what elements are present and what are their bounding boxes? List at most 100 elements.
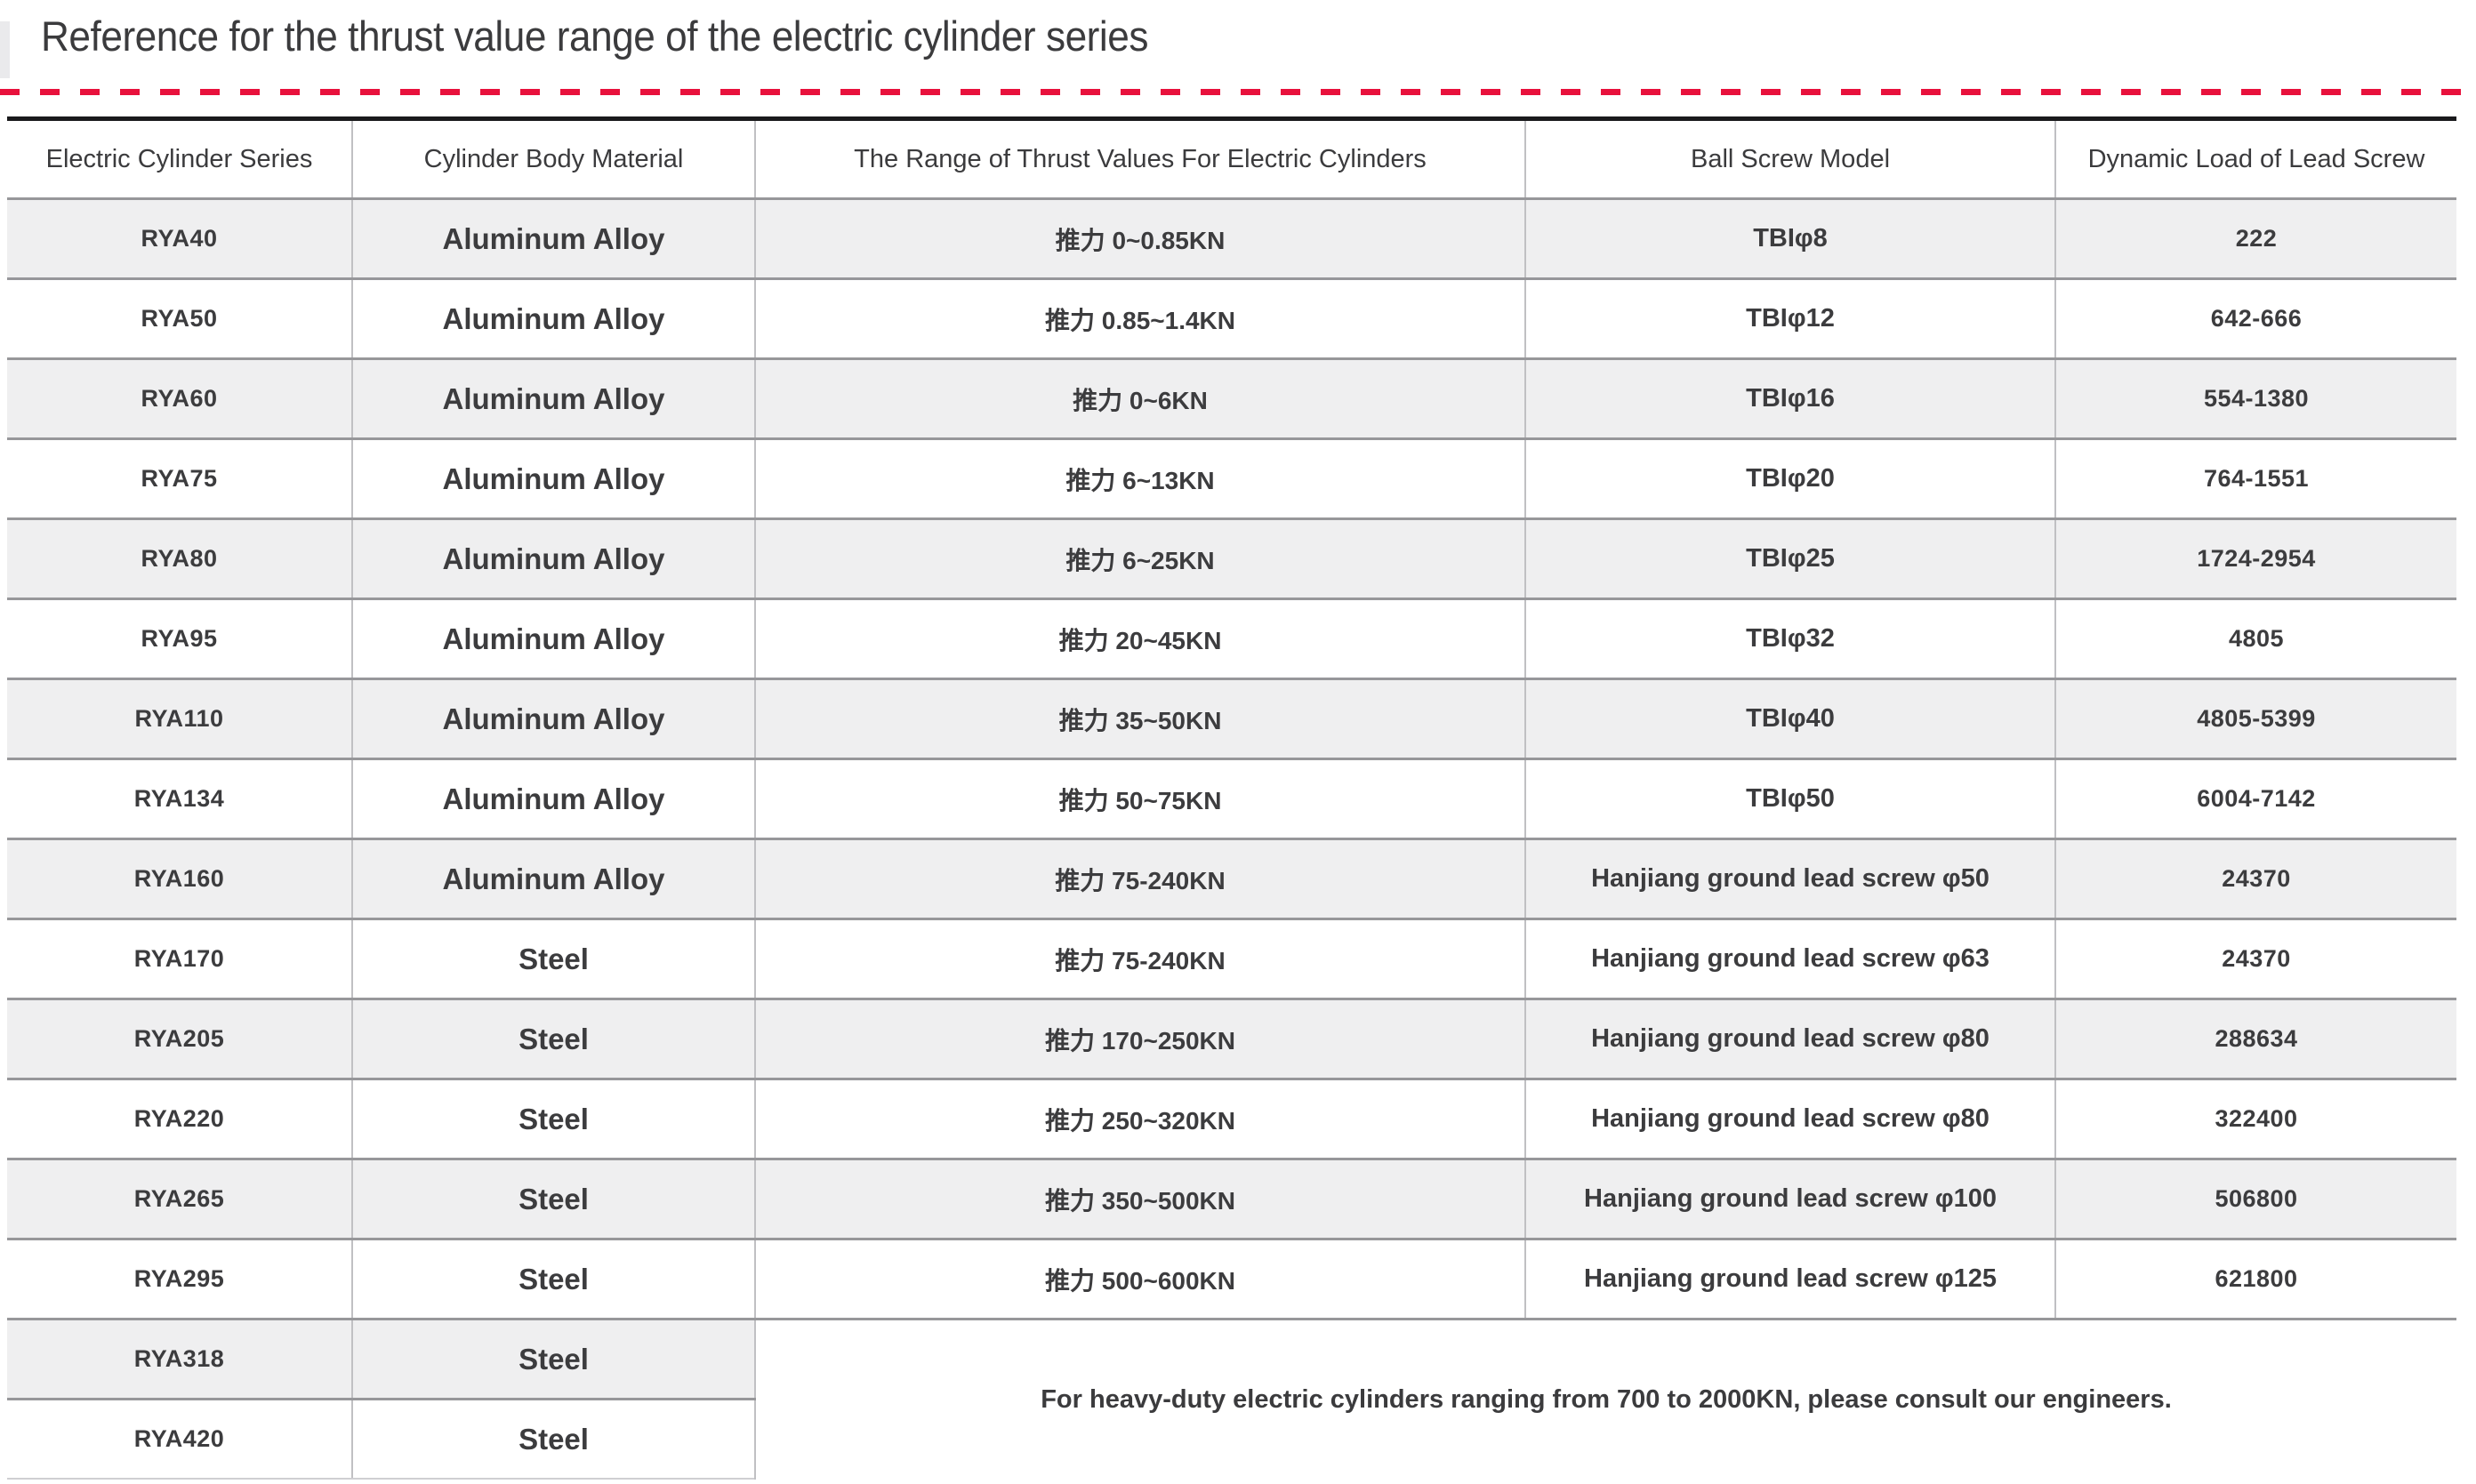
cell-material: Steel: [351, 1159, 755, 1240]
cell-series: RYA95: [7, 598, 352, 680]
header-row: Electric Cylinder Series Cylinder Body M…: [7, 118, 2456, 200]
cell-ball-screw: Hanjiang ground lead screw φ80: [1524, 999, 2055, 1080]
cell-series: RYA295: [7, 1239, 352, 1320]
cell-series: RYA220: [7, 1079, 352, 1160]
cell-thrust: 推力 170~250KN: [754, 999, 1525, 1080]
table-row: RYA110 Aluminum Alloy 推力 35~50KN TBIφ40 …: [7, 678, 2456, 760]
cell-load: 1724-2954: [2054, 518, 2456, 600]
table-row: RYA50 Aluminum Alloy 推力 0.85~1.4KN TBIφ1…: [7, 278, 2456, 360]
cell-series: RYA40: [7, 198, 352, 280]
cell-ball-screw: Hanjiang ground lead screw φ100: [1524, 1159, 2055, 1240]
cell-thrust: 推力 250~320KN: [754, 1079, 1525, 1160]
cell-series: RYA75: [7, 438, 352, 520]
cell-ball-screw: Hanjiang ground lead screw φ125: [1524, 1239, 2055, 1320]
cell-load: 642-666: [2054, 278, 2456, 360]
cell-series: RYA50: [7, 278, 352, 360]
cell-thrust: 推力 0~6KN: [754, 358, 1525, 440]
cell-thrust: 推力 35~50KN: [754, 678, 1525, 760]
cell-load: 764-1551: [2054, 438, 2456, 520]
cell-load: 4805-5399: [2054, 678, 2456, 760]
cell-material: Aluminum Alloy: [351, 438, 755, 520]
cell-material: Aluminum Alloy: [351, 758, 755, 840]
cell-ball-screw: TBIφ20: [1524, 438, 2055, 520]
table-row: RYA95 Aluminum Alloy 推力 20~45KN TBIφ32 4…: [7, 598, 2456, 680]
cell-series: RYA160: [7, 838, 352, 920]
table-row: RYA60 Aluminum Alloy 推力 0~6KN TBIφ16 554…: [7, 358, 2456, 440]
cell-ball-screw: TBIφ40: [1524, 678, 2055, 760]
title-accent-bar: [0, 21, 10, 78]
cell-ball-screw: TBIφ8: [1524, 198, 2055, 280]
table-row: RYA40 Aluminum Alloy 推力 0~0.85KN TBIφ8 2…: [7, 198, 2456, 280]
cell-load: 554-1380: [2054, 358, 2456, 440]
cell-material: Aluminum Alloy: [351, 838, 755, 920]
column-header-series: Electric Cylinder Series: [7, 118, 352, 200]
column-header-thrust: The Range of Thrust Values For Electric …: [754, 118, 1525, 200]
cell-material: Aluminum Alloy: [351, 598, 755, 680]
cell-material: Aluminum Alloy: [351, 358, 755, 440]
cell-ball-screw: TBIφ50: [1524, 758, 2055, 840]
cell-material: Aluminum Alloy: [351, 678, 755, 760]
cell-material: Steel: [351, 1399, 755, 1480]
cell-series: RYA420: [7, 1399, 352, 1480]
table-row: RYA265 Steel 推力 350~500KN Hanjiang groun…: [7, 1159, 2456, 1240]
table-row: RYA160 Aluminum Alloy 推力 75-240KN Hanjia…: [7, 838, 2456, 920]
cell-series: RYA60: [7, 358, 352, 440]
cell-ball-screw: TBIφ12: [1524, 278, 2055, 360]
column-header-ball-screw: Ball Screw Model: [1524, 118, 2055, 200]
cell-material: Aluminum Alloy: [351, 278, 755, 360]
cell-series: RYA205: [7, 999, 352, 1080]
table-row: RYA295 Steel 推力 500~600KN Hanjiang groun…: [7, 1239, 2456, 1320]
cell-thrust: 推力 75-240KN: [754, 918, 1525, 1000]
cell-ball-screw: Hanjiang ground lead screw φ50: [1524, 838, 2055, 920]
cell-thrust: 推力 0~0.85KN: [754, 198, 1525, 280]
cell-material: Aluminum Alloy: [351, 198, 755, 280]
cell-series: RYA134: [7, 758, 352, 840]
cell-ball-screw: TBIφ16: [1524, 358, 2055, 440]
cell-material: Steel: [351, 999, 755, 1080]
cell-thrust: 推力 6~13KN: [754, 438, 1525, 520]
cell-ball-screw: TBIφ25: [1524, 518, 2055, 600]
cell-thrust: 推力 75-240KN: [754, 838, 1525, 920]
table-row: RYA318 Steel For heavy-duty electric cyl…: [7, 1319, 2456, 1479]
cell-ball-screw: Hanjiang ground lead screw φ63: [1524, 918, 2055, 1000]
cell-load: 4805: [2054, 598, 2456, 680]
dashed-divider: [0, 89, 2476, 95]
cell-material: Steel: [351, 918, 755, 1000]
table-row: RYA170 Steel 推力 75-240KN Hanjiang ground…: [7, 918, 2456, 1000]
table-row: RYA205 Steel 推力 170~250KN Hanjiang groun…: [7, 999, 2456, 1080]
table-row: RYA75 Aluminum Alloy 推力 6~13KN TBIφ20 76…: [7, 438, 2456, 520]
cell-load: 621800: [2054, 1239, 2456, 1320]
cell-material: Steel: [351, 1319, 755, 1400]
cell-thrust: 推力 6~25KN: [754, 518, 1525, 600]
heavy-duty-note: For heavy-duty electric cylinders rangin…: [754, 1319, 2456, 1479]
cell-material: Steel: [351, 1239, 755, 1320]
thrust-spec-table: Electric Cylinder Series Cylinder Body M…: [7, 116, 2456, 1480]
cell-load: 506800: [2054, 1159, 2456, 1240]
cell-thrust: 推力 0.85~1.4KN: [754, 278, 1525, 360]
cell-thrust: 推力 350~500KN: [754, 1159, 1525, 1240]
cell-material: Steel: [351, 1079, 755, 1160]
table-row: RYA80 Aluminum Alloy 推力 6~25KN TBIφ25 17…: [7, 518, 2456, 600]
column-header-material: Cylinder Body Material: [351, 118, 755, 200]
cell-series: RYA170: [7, 918, 352, 1000]
cell-series: RYA318: [7, 1319, 352, 1400]
cell-load: 24370: [2054, 838, 2456, 920]
cell-thrust: 推力 20~45KN: [754, 598, 1525, 680]
cell-load: 288634: [2054, 999, 2456, 1080]
cell-thrust: 推力 50~75KN: [754, 758, 1525, 840]
table-row: RYA420 Steel: [7, 1399, 2456, 1480]
table-row: RYA220 Steel 推力 250~320KN Hanjiang groun…: [7, 1079, 2456, 1160]
cell-material: Aluminum Alloy: [351, 518, 755, 600]
cell-ball-screw: TBIφ32: [1524, 598, 2055, 680]
cell-thrust: 推力 500~600KN: [754, 1239, 1525, 1320]
page-title: Reference for the thrust value range of …: [41, 12, 1149, 60]
column-header-load: Dynamic Load of Lead Screw: [2054, 118, 2456, 200]
table-row: RYA134 Aluminum Alloy 推力 50~75KN TBIφ50 …: [7, 758, 2456, 840]
cell-load: 6004-7142: [2054, 758, 2456, 840]
cell-ball-screw: Hanjiang ground lead screw φ80: [1524, 1079, 2055, 1160]
cell-load: 322400: [2054, 1079, 2456, 1160]
cell-series: RYA265: [7, 1159, 352, 1240]
cell-series: RYA80: [7, 518, 352, 600]
cell-load: 222: [2054, 198, 2456, 280]
